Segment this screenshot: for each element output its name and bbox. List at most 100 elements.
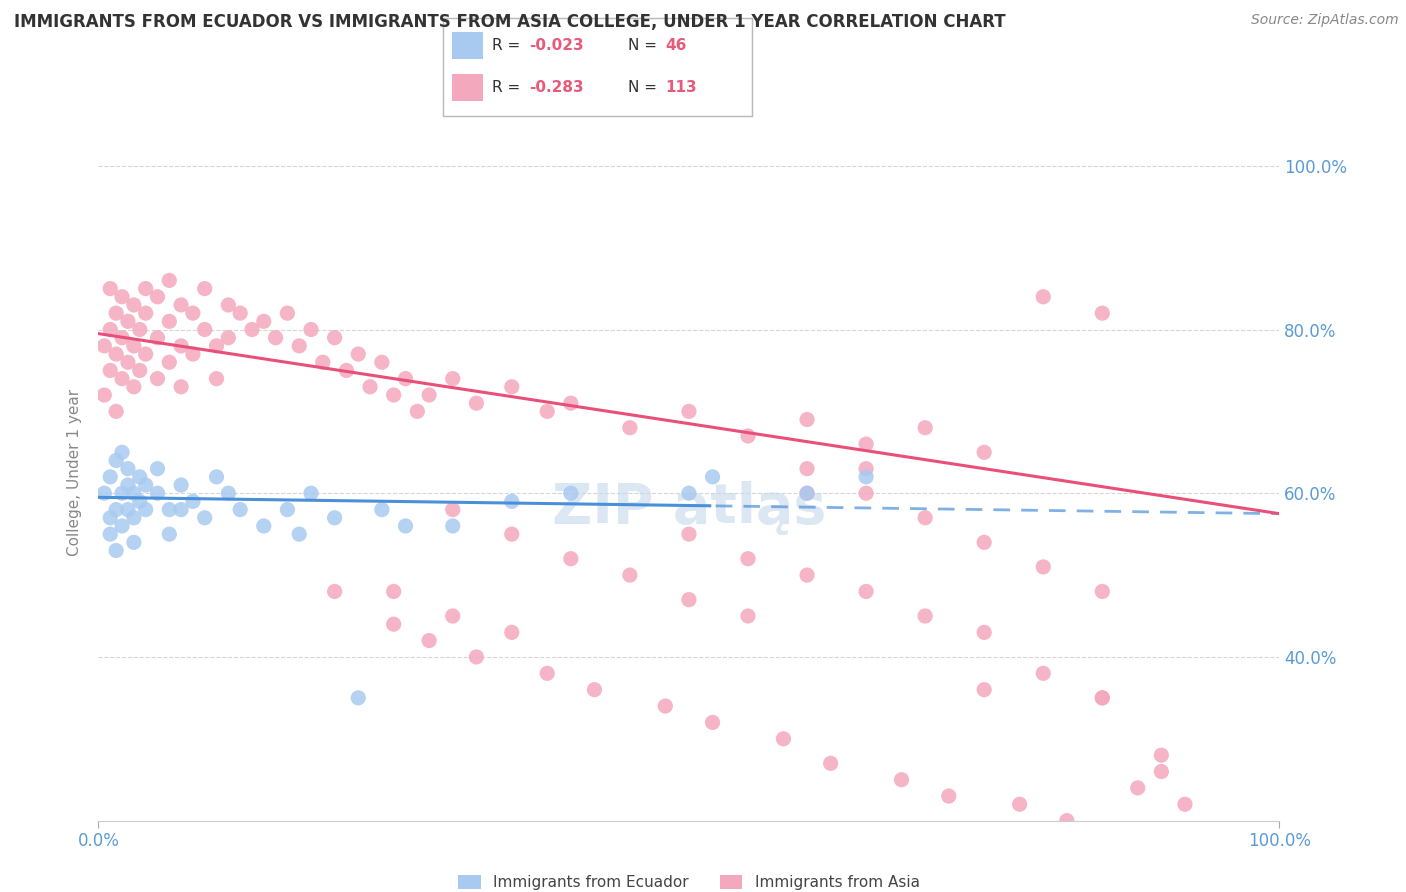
- Point: [253, 314, 276, 328]
- Point: [264, 331, 287, 345]
- Text: IMMIGRANTS FROM ECUADOR VS IMMIGRANTS FROM ASIA COLLEGE, UNDER 1 YEAR CORRELATIO: IMMIGRANTS FROM ECUADOR VS IMMIGRANTS FR…: [14, 13, 1005, 31]
- Point: [240, 322, 263, 336]
- Point: [737, 551, 759, 566]
- Point: [1150, 748, 1173, 763]
- Point: [93, 388, 115, 402]
- Point: [170, 478, 193, 492]
- Point: [122, 535, 145, 549]
- Point: [93, 339, 115, 353]
- Point: [820, 756, 842, 771]
- Point: [122, 380, 145, 394]
- Point: [157, 314, 180, 328]
- Point: [194, 282, 217, 296]
- Point: [170, 339, 193, 353]
- Point: [1091, 690, 1114, 705]
- Point: [501, 527, 523, 541]
- Point: [128, 494, 150, 508]
- Point: [117, 502, 139, 516]
- Point: [170, 298, 193, 312]
- Point: [347, 347, 370, 361]
- Point: [181, 347, 204, 361]
- Point: [170, 380, 193, 394]
- Point: [135, 306, 157, 320]
- Point: [938, 789, 960, 803]
- Point: [98, 282, 121, 296]
- Text: R =: R =: [492, 80, 526, 95]
- Point: [105, 453, 128, 467]
- Point: [678, 404, 700, 418]
- Text: 113: 113: [665, 80, 697, 95]
- Point: [135, 502, 157, 516]
- Point: [371, 502, 394, 516]
- Point: [122, 298, 145, 312]
- Point: [890, 772, 912, 787]
- Point: [737, 429, 759, 443]
- Point: [1174, 797, 1197, 812]
- Point: [678, 486, 700, 500]
- Point: [560, 486, 582, 500]
- Point: [702, 470, 724, 484]
- Bar: [453, 31, 484, 59]
- Point: [135, 282, 157, 296]
- Point: [441, 609, 464, 624]
- Point: [1091, 584, 1114, 599]
- Point: [737, 609, 759, 624]
- Point: [205, 339, 228, 353]
- Point: [217, 298, 239, 312]
- Point: [1056, 814, 1078, 828]
- Point: [796, 486, 818, 500]
- Point: [217, 331, 239, 345]
- Point: [117, 314, 139, 328]
- Point: [418, 388, 440, 402]
- Point: [157, 502, 180, 516]
- Point: [288, 527, 311, 541]
- Point: [501, 494, 523, 508]
- Point: [335, 363, 357, 377]
- Point: [157, 273, 180, 287]
- Point: [855, 461, 877, 475]
- Point: [111, 445, 134, 459]
- Point: [1008, 797, 1031, 812]
- Point: [1032, 560, 1054, 574]
- Point: [394, 519, 416, 533]
- Point: [406, 404, 429, 418]
- Point: [323, 584, 346, 599]
- Point: [914, 421, 936, 435]
- Text: N =: N =: [628, 37, 662, 53]
- Point: [1126, 780, 1149, 795]
- Point: [229, 502, 252, 516]
- Point: [973, 682, 995, 697]
- Point: [205, 470, 228, 484]
- Point: [796, 412, 818, 426]
- Point: [855, 470, 877, 484]
- Point: [312, 355, 335, 369]
- Point: [1091, 690, 1114, 705]
- Point: [371, 355, 394, 369]
- Text: N =: N =: [628, 80, 662, 95]
- Point: [205, 371, 228, 385]
- Point: [157, 355, 180, 369]
- Text: ZIP atląs: ZIP atląs: [551, 481, 827, 534]
- Point: [111, 290, 134, 304]
- Text: R =: R =: [492, 37, 526, 53]
- Point: [323, 510, 346, 524]
- Point: [702, 715, 724, 730]
- Point: [347, 690, 370, 705]
- Point: [619, 421, 641, 435]
- Point: [111, 519, 134, 533]
- Point: [105, 543, 128, 558]
- Text: Source: ZipAtlas.com: Source: ZipAtlas.com: [1251, 13, 1399, 28]
- Point: [501, 380, 523, 394]
- Point: [465, 396, 488, 410]
- Point: [914, 510, 936, 524]
- Point: [394, 371, 416, 385]
- Point: [98, 322, 121, 336]
- Point: [855, 486, 877, 500]
- Point: [855, 437, 877, 451]
- Point: [536, 666, 558, 681]
- Point: [253, 519, 276, 533]
- Point: [117, 461, 139, 475]
- Point: [98, 527, 121, 541]
- Point: [170, 502, 193, 516]
- Point: [146, 290, 169, 304]
